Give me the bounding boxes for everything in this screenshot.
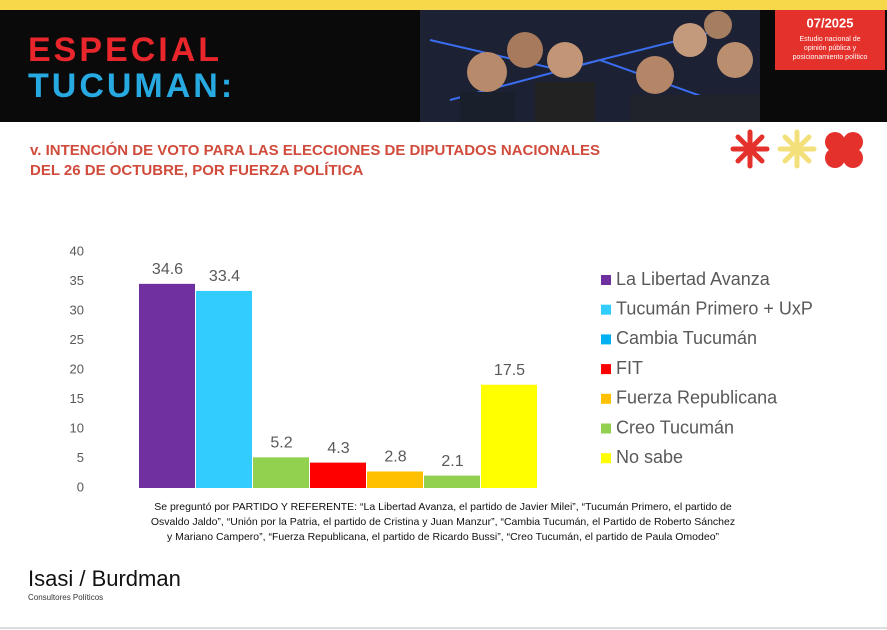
date: 07/2025 (807, 15, 854, 30)
legend-swatch (601, 423, 611, 434)
legend-label: FIT (616, 358, 643, 378)
legend-label: La Libertad Avanza (616, 269, 771, 289)
banner-photo (420, 10, 760, 122)
y-tick-label: 40 (70, 243, 84, 258)
y-tick-label: 5 (77, 450, 84, 465)
banner-line2: TUCUMAN: (28, 67, 235, 105)
caption: Estudio nacional de (799, 36, 860, 43)
date-box (775, 10, 885, 70)
value-label: 33.4 (209, 268, 240, 285)
bar (424, 475, 480, 488)
legend-swatch (601, 334, 611, 345)
y-tick-label: 25 (70, 332, 84, 347)
value-label: 17.5 (494, 362, 525, 379)
bar (139, 283, 195, 488)
legend-label: Cambia Tucumán (616, 328, 757, 348)
bar (196, 290, 252, 488)
legend-label: Tucumán Primero + UxP (616, 298, 813, 318)
y-tick-label: 15 (70, 391, 84, 406)
chart-title: DEL 26 DE OCTUBRE, POR FUERZA POLÍTICA (30, 162, 364, 179)
legend-swatch (601, 364, 611, 375)
legend-label: No sabe (616, 447, 683, 467)
decoration (730, 129, 863, 169)
value-label: 34.6 (152, 261, 183, 278)
bar (367, 471, 423, 488)
chart-title: v. INTENCIÓN DE VOTO PARA LAS ELECCIONES… (30, 141, 600, 159)
caption: opinión pública y (804, 45, 857, 52)
bar (253, 457, 309, 488)
note: y Mariano Campero”, “Fuerza Republicana,… (167, 531, 720, 543)
brand: Isasi / Burdman (28, 566, 181, 591)
value-label: 5.2 (270, 435, 292, 452)
bar (481, 384, 537, 488)
legend-label: Fuerza Republicana (616, 388, 778, 408)
value-label: 4.3 (327, 440, 349, 457)
legend-swatch (601, 304, 611, 315)
banner-line1: ESPECIAL (28, 31, 222, 69)
y-tick-label: 20 (70, 361, 84, 376)
note: Osvaldo Jaldo”, “Unión por la Patria, el… (151, 516, 735, 528)
y-tick-label: 10 (70, 420, 84, 435)
caption: posicionamiento político (793, 54, 868, 61)
legend-swatch (601, 275, 611, 285)
bar (310, 462, 366, 488)
legend-swatch (601, 453, 611, 464)
y-tick-label: 30 (70, 302, 84, 317)
value-label: 2.1 (441, 453, 463, 470)
value-label: 2.8 (384, 449, 406, 466)
legend-label: Creo Tucumán (616, 417, 734, 437)
y-tick-label: 0 (77, 479, 84, 494)
y-tick-label: 35 (70, 273, 84, 288)
tagline: Consultores Políticos (28, 593, 103, 602)
legend-swatch (601, 393, 611, 404)
top-strip (0, 0, 887, 10)
note: Se preguntó por PARTIDO Y REFERENTE: “La… (154, 501, 732, 513)
